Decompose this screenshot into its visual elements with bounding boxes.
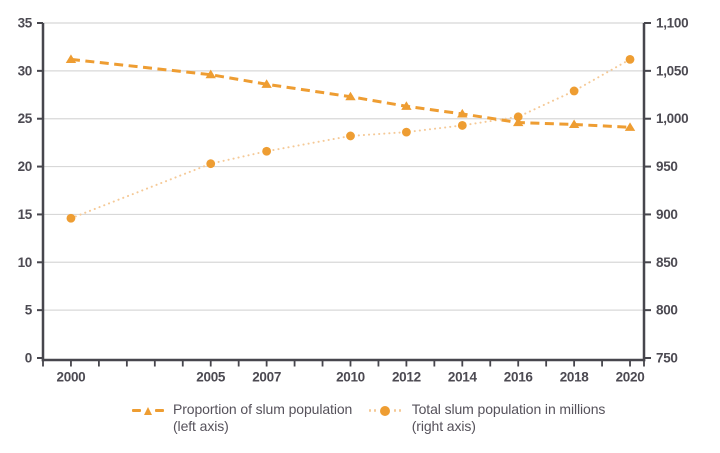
y-left-tick-label: 10: [18, 255, 32, 270]
total-circle-marker: [262, 146, 272, 156]
y-left-tick-label: 5: [25, 303, 33, 318]
y-left-tick-label: 25: [18, 111, 33, 126]
y-right-tick-label: 900: [656, 207, 678, 222]
dash-segment: [132, 409, 141, 412]
total-circle-marker: [206, 159, 216, 169]
y-right-tick-label: 750: [656, 351, 678, 366]
proportion-triangle-marker: [65, 54, 77, 63]
y-right-tick-label: 1,100: [656, 16, 688, 31]
total-circle-marker: [401, 127, 411, 137]
proportion-triangle-marker: [205, 69, 216, 79]
legend-item-proportion: Proportion of slum population (left axis…: [132, 401, 352, 435]
x-tick-label: 2018: [560, 370, 590, 385]
proportion-triangle-marker: [513, 117, 524, 127]
x-tick-label: 2016: [504, 370, 534, 385]
proportion-triangle-marker: [624, 122, 636, 131]
x-tick-label: 2007: [252, 370, 281, 385]
y-left-tick-label: 15: [18, 207, 33, 222]
y-right-tick-label: 1,050: [656, 63, 688, 78]
legend-label-total: Total slum population in millions (right…: [412, 401, 606, 435]
dot-segment: [368, 409, 371, 412]
total-circle-marker: [569, 86, 579, 96]
chart-canvas: 0 5 10 15 20 25 30 35 750 800 850 900 950 1,000 1,050 1…: [18, 16, 689, 385]
x-tick-label: 2020: [616, 370, 645, 385]
y-right-tick-label: 800: [656, 303, 678, 318]
dot-segment: [374, 409, 377, 412]
y-left-tick-label: 35: [18, 16, 33, 31]
dashed-triangle-marker-icon: [132, 405, 164, 416]
legend-label-line2: (right axis): [411, 418, 476, 434]
x-tick-label: 2000: [57, 370, 86, 385]
legend-label-proportion: Proportion of slum population (left axis…: [173, 401, 352, 435]
chart-legend: Proportion of slum population (left axis…: [0, 401, 720, 435]
series-total-line: [69, 58, 632, 220]
total-circle-marker: [66, 213, 76, 223]
y-right-tick-label: 950: [656, 159, 678, 174]
proportion-triangle-marker: [345, 91, 356, 101]
proportion-triangle-marker: [261, 79, 272, 88]
dotted-circle-marker-icon: [367, 405, 403, 416]
proportion-triangle-marker: [457, 108, 468, 118]
total-circle-marker: [513, 112, 523, 122]
legend-label-line1: Total slum population in millions: [411, 401, 606, 417]
y-right-tick-label: 1,000: [656, 111, 688, 126]
x-tick-label: 2012: [392, 370, 421, 385]
y-left-tick-label: 20: [18, 159, 32, 174]
triangle-marker-icon: [144, 406, 152, 415]
y-right-tick-label: 850: [656, 255, 678, 270]
y-left-tick-label: 0: [25, 351, 32, 366]
circle-marker-icon: [379, 405, 390, 416]
proportion-triangle-marker: [568, 119, 580, 129]
x-tick-label: 2005: [196, 370, 226, 385]
legend-item-total: Total slum population in millions (right…: [367, 401, 605, 435]
legend-label-line1: Proportion of slum population: [173, 401, 353, 417]
legend-label-line2: (left axis): [173, 418, 229, 434]
dot-segment: [398, 409, 402, 412]
dot-segment: [393, 409, 396, 412]
proportion-triangle-marker: [401, 101, 412, 110]
x-tick-label: 2014: [448, 370, 478, 385]
total-circle-marker: [346, 131, 355, 141]
dash-segment: [155, 409, 164, 412]
total-circle-marker: [457, 121, 467, 130]
total-circle-marker: [625, 54, 635, 64]
x-tick-label: 2010: [336, 370, 365, 385]
y-left-tick-label: 30: [18, 63, 32, 78]
